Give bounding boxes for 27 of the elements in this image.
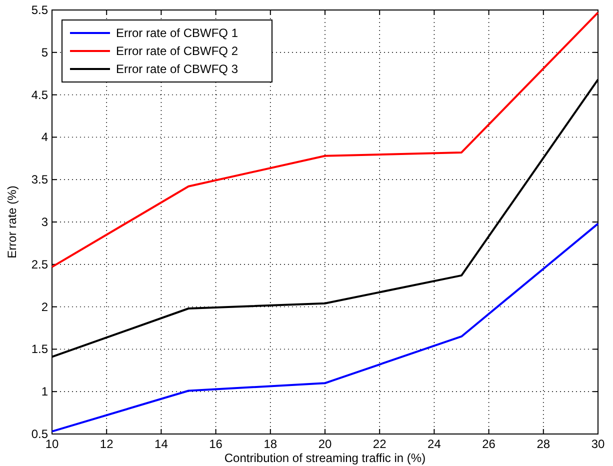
x-tick-label: 22 [372, 437, 387, 451]
y-axis-title: Error rate (%) [5, 186, 19, 258]
x-axis-title: Contribution of streaming traffic in (%) [224, 451, 426, 465]
y-tick-label: 2.5 [31, 257, 48, 272]
x-tick-label: 14 [154, 437, 168, 451]
line-series [51, 222, 599, 432]
y-tick-label: 3 [41, 215, 48, 229]
y-tick-label: 4 [41, 130, 48, 144]
legend-label: Error rate of CBWFQ 1 [116, 26, 238, 40]
legend-label: Error rate of CBWFQ 2 [116, 44, 238, 58]
y-tick-label: 5 [41, 45, 48, 60]
x-tick-label: 18 [264, 437, 278, 451]
x-tick-label: 30 [591, 437, 605, 451]
y-tick-label: 4.5 [31, 88, 48, 102]
y-tick-label: 3.5 [31, 172, 48, 187]
x-tick-label: 20 [318, 437, 332, 451]
y-tick-label: 1.5 [31, 342, 48, 356]
x-tick-label: 16 [209, 437, 223, 451]
x-tick-label: 28 [536, 437, 550, 451]
y-tick-label: 5.5 [31, 3, 48, 17]
x-tick-label: 12 [100, 437, 114, 451]
x-tick-label: 24 [428, 437, 442, 451]
line-series [51, 12, 599, 268]
legend-label: Error rate of CBWFQ 3 [116, 62, 238, 76]
y-tick-label: 2 [41, 300, 48, 314]
y-tick-label: 1 [41, 384, 48, 399]
x-tick-label: 26 [482, 437, 496, 451]
